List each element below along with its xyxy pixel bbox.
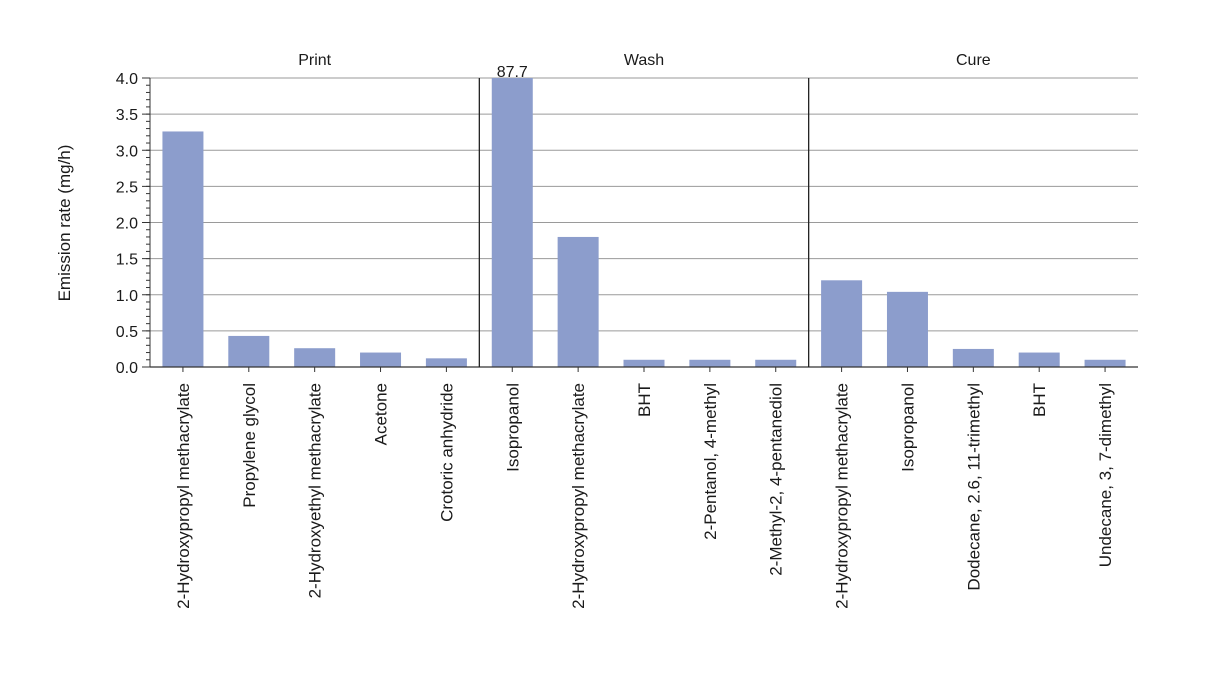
panel-title: Print: [298, 52, 331, 69]
x-tick-label: 2-Hydroxypropyl methacrylate: [833, 383, 852, 609]
x-tick-label: Dodecane, 2.6, 11-trimethyl: [964, 383, 983, 591]
bar: [755, 359, 797, 367]
x-tick-label: Acetone: [372, 383, 391, 445]
y-tick-label: 3.5: [116, 107, 138, 124]
panel-title: Cure: [956, 52, 991, 69]
x-tick-label: 2-Hydroxypropyl methacrylate: [569, 383, 588, 609]
bar: [162, 131, 204, 367]
y-tick-label: 1.5: [116, 252, 138, 269]
bar: [1018, 352, 1060, 367]
y-tick-label: 4.0: [116, 71, 138, 88]
y-tick-label: 3.0: [116, 143, 138, 160]
y-tick-label: 1.0: [116, 288, 138, 305]
x-tick-label: 2-Hydroxyethyl methacrylate: [306, 383, 325, 598]
y-tick-label: 2.0: [116, 216, 138, 233]
x-tick-label: 2-Pentanol, 4-methyl: [701, 383, 720, 540]
axis-layer: [142, 77, 1138, 372]
bar: [294, 348, 336, 367]
bar-value-label: 87.7: [497, 64, 528, 81]
x-tick-label: Crotoric anhydride: [437, 383, 456, 522]
x-tick-label: 2-Hydroxypropyl methacrylate: [174, 383, 193, 609]
y-tick-label: 0.5: [116, 324, 138, 341]
y-tick-label: 2.5: [116, 179, 138, 196]
panel-title: Wash: [624, 52, 664, 69]
bar: [360, 352, 402, 367]
y-axis-label: Emission rate (mg/h): [55, 145, 74, 302]
bar: [425, 358, 467, 367]
bar: [623, 359, 665, 367]
bar: [228, 335, 270, 367]
bar: [952, 348, 994, 367]
x-tick-label: Isopropanol: [898, 383, 917, 472]
bar: [689, 359, 731, 367]
x-tick-label: Propylene glycol: [240, 383, 259, 508]
x-tick-label: BHT: [1030, 383, 1049, 417]
bar-layer: [162, 78, 1126, 367]
bar: [1084, 359, 1126, 367]
y-tick-label: 0.0: [116, 360, 138, 377]
x-tick-label: Undecane, 3, 7-dimethyl: [1096, 383, 1115, 567]
bar: [491, 78, 533, 367]
bar: [821, 280, 863, 367]
bar: [557, 236, 599, 367]
text-layer: Emission rate (mg/h) 0.0 0.5 1.0 1.5 2.0 2.5 3…: [55, 52, 1115, 609]
x-tick-label: 2-Methyl-2, 4-pentanediol: [767, 383, 786, 576]
x-tick-label: Isopropanol: [503, 383, 522, 472]
x-tick-label: BHT: [635, 383, 654, 417]
grid-layer: [150, 77, 1138, 332]
bar: [886, 291, 928, 367]
